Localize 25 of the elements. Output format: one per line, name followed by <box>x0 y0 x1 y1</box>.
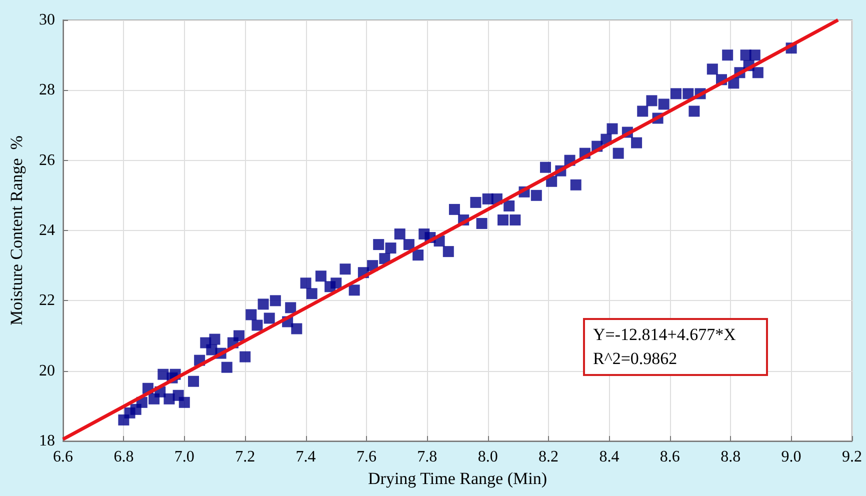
x-tick-label: 7.8 <box>417 448 438 466</box>
annotation: R^2=0.9862 <box>593 348 678 370</box>
x-tick-label: 8.0 <box>478 448 498 466</box>
y-tick-label: 20 <box>39 362 55 380</box>
x-tick-label: 7.2 <box>235 448 256 466</box>
y-tick-label: 28 <box>39 82 55 99</box>
x-tick-label: 6.6 <box>53 448 73 466</box>
y-tick-label: 18 <box>39 432 55 450</box>
x-tick-label: 8.6 <box>660 448 680 466</box>
x-tick-label: 7.0 <box>174 448 194 466</box>
x-tick-label: 8.4 <box>599 448 620 466</box>
x-tick-label: 7.4 <box>296 448 316 466</box>
x-tick-label: 6.8 <box>114 448 134 466</box>
x-axis-title: Drying Time Range (Min) <box>368 468 547 488</box>
y-tick-label: 26 <box>39 152 55 169</box>
y-axis-title: Moisture Content Range % <box>7 136 26 326</box>
y-tick-label: 30 <box>39 12 55 28</box>
x-tick-label: 9.0 <box>781 448 802 466</box>
annotation: Y=-12.814+4.677*X <box>593 324 737 346</box>
y-tick-label: 22 <box>39 292 55 310</box>
x-tick-label: 7.6 <box>356 448 376 466</box>
y-tick-label: 24 <box>39 222 55 239</box>
x-tick-label: 8.2 <box>538 448 559 466</box>
x-tick-label: 8.8 <box>720 448 741 466</box>
x-tick-label: 9.2 <box>842 448 862 466</box>
